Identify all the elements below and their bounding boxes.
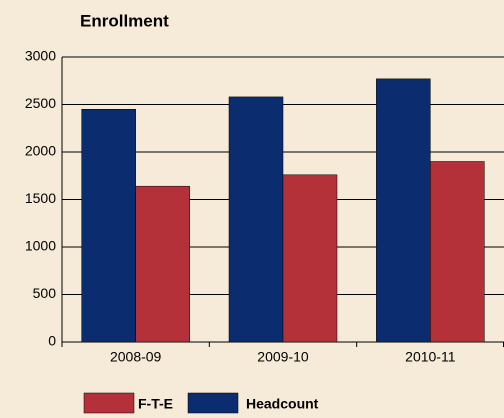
y-tick-label: 2500 bbox=[25, 95, 56, 111]
legend-label: F-T-E bbox=[138, 396, 173, 412]
x-tick-label: 2010-11 bbox=[405, 349, 456, 365]
legend-label: Headcount bbox=[246, 396, 319, 412]
bar bbox=[228, 96, 284, 343]
bar bbox=[376, 78, 431, 343]
x-tick-label: 2008-09 bbox=[110, 349, 162, 365]
y-tick-label: 0 bbox=[48, 333, 56, 349]
bar bbox=[282, 174, 338, 343]
y-tick-label: 1000 bbox=[25, 238, 56, 254]
y-tick-label: 500 bbox=[33, 285, 57, 301]
legend-swatch bbox=[187, 392, 239, 414]
y-tick-label: 1500 bbox=[25, 190, 56, 206]
y-tick-label: 3000 bbox=[25, 48, 56, 64]
bar bbox=[430, 161, 485, 343]
y-tick-label: 2000 bbox=[25, 143, 56, 159]
bar bbox=[135, 185, 190, 343]
bar bbox=[81, 109, 136, 343]
chart-title: Enrollment bbox=[80, 11, 169, 30]
x-tick-label: 2009-10 bbox=[257, 349, 309, 365]
legend-swatch bbox=[83, 392, 135, 414]
